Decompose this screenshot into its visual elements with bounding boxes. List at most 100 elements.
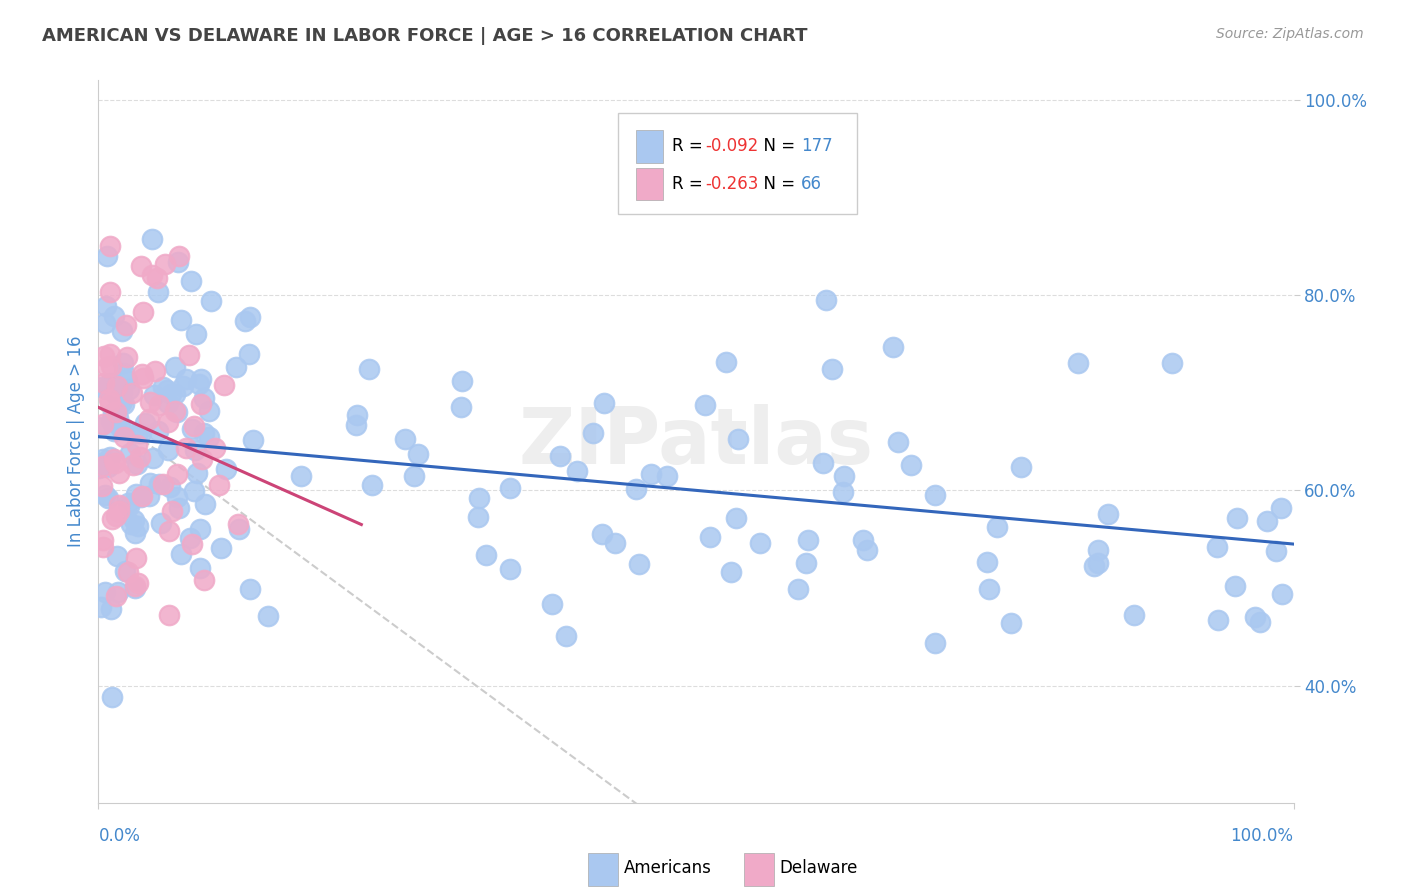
Text: 66: 66 <box>801 175 823 193</box>
Point <box>90 380 112 394</box>
Point <box>165 360 187 375</box>
Point <box>129 426 152 441</box>
Point <box>1000 616 1022 631</box>
Point <box>450 374 472 388</box>
Point <box>184 327 207 342</box>
Point <box>183 483 205 498</box>
Point <box>148 476 170 491</box>
Point <box>96 383 118 397</box>
Point <box>162 504 184 518</box>
Point <box>499 562 522 576</box>
Point <box>145 271 167 285</box>
Point <box>238 347 260 361</box>
Point <box>1097 507 1119 521</box>
Point <box>1160 356 1182 370</box>
Point <box>143 388 166 402</box>
Point <box>149 516 172 530</box>
Point <box>94 300 117 314</box>
Point <box>591 527 613 541</box>
Point <box>183 418 205 433</box>
Point <box>131 367 153 381</box>
Point <box>110 385 132 400</box>
Point <box>499 481 522 495</box>
Point <box>104 456 127 470</box>
FancyBboxPatch shape <box>619 112 858 214</box>
Point <box>582 426 605 441</box>
Point <box>1010 459 1032 474</box>
Point <box>94 488 117 502</box>
Point <box>97 459 120 474</box>
Point <box>157 524 180 538</box>
Point <box>179 348 201 362</box>
Point <box>112 430 135 444</box>
FancyBboxPatch shape <box>589 854 619 886</box>
Point <box>986 519 1008 533</box>
Point <box>170 547 193 561</box>
Point <box>346 408 368 422</box>
Point <box>96 249 118 263</box>
Point <box>179 531 201 545</box>
Point <box>98 376 121 390</box>
Point <box>198 430 221 444</box>
Point <box>186 467 208 481</box>
Point <box>100 414 122 428</box>
Point <box>96 359 118 374</box>
Point <box>131 489 153 503</box>
Point <box>103 452 125 467</box>
Point <box>108 503 131 517</box>
Point <box>134 416 156 430</box>
Point <box>1270 500 1292 515</box>
Text: R =: R = <box>672 175 709 193</box>
Text: ZIPatlas: ZIPatlas <box>519 403 873 480</box>
Point <box>204 442 226 456</box>
Point <box>924 636 946 650</box>
Point <box>143 364 166 378</box>
Point <box>115 373 138 387</box>
Text: Source: ZipAtlas.com: Source: ZipAtlas.com <box>1216 27 1364 41</box>
Text: -0.263: -0.263 <box>706 175 759 193</box>
Point <box>148 285 170 299</box>
Point <box>167 249 190 263</box>
Point <box>104 508 127 523</box>
Point <box>112 397 135 411</box>
Point <box>176 441 198 455</box>
Point <box>87 461 110 475</box>
Point <box>467 509 489 524</box>
Point <box>212 378 235 392</box>
Point <box>97 491 120 505</box>
Point <box>104 589 127 603</box>
Point <box>727 433 749 447</box>
Point <box>714 355 737 369</box>
Point <box>797 533 820 548</box>
Point <box>749 536 772 550</box>
Point <box>1087 556 1109 570</box>
Point <box>94 316 117 330</box>
Point <box>107 387 129 401</box>
Point <box>127 576 149 591</box>
Point <box>107 585 129 599</box>
Text: N =: N = <box>754 137 800 155</box>
Point <box>640 467 662 481</box>
Point <box>124 579 146 593</box>
Point <box>167 255 190 269</box>
Point <box>1271 587 1294 601</box>
Point <box>156 383 179 397</box>
Point <box>103 309 125 323</box>
Point <box>900 458 922 473</box>
Point <box>187 377 209 392</box>
Point <box>821 362 844 376</box>
Point <box>141 268 163 282</box>
Point <box>1123 608 1146 623</box>
Point <box>117 496 139 510</box>
Point <box>105 378 128 392</box>
Point <box>215 462 238 476</box>
Point <box>89 457 111 471</box>
Point <box>548 449 571 463</box>
Point <box>1206 613 1229 627</box>
Point <box>450 400 472 414</box>
Point <box>180 274 202 288</box>
Point <box>1087 542 1109 557</box>
Point <box>98 347 121 361</box>
Point <box>131 490 153 504</box>
Point <box>198 404 221 418</box>
